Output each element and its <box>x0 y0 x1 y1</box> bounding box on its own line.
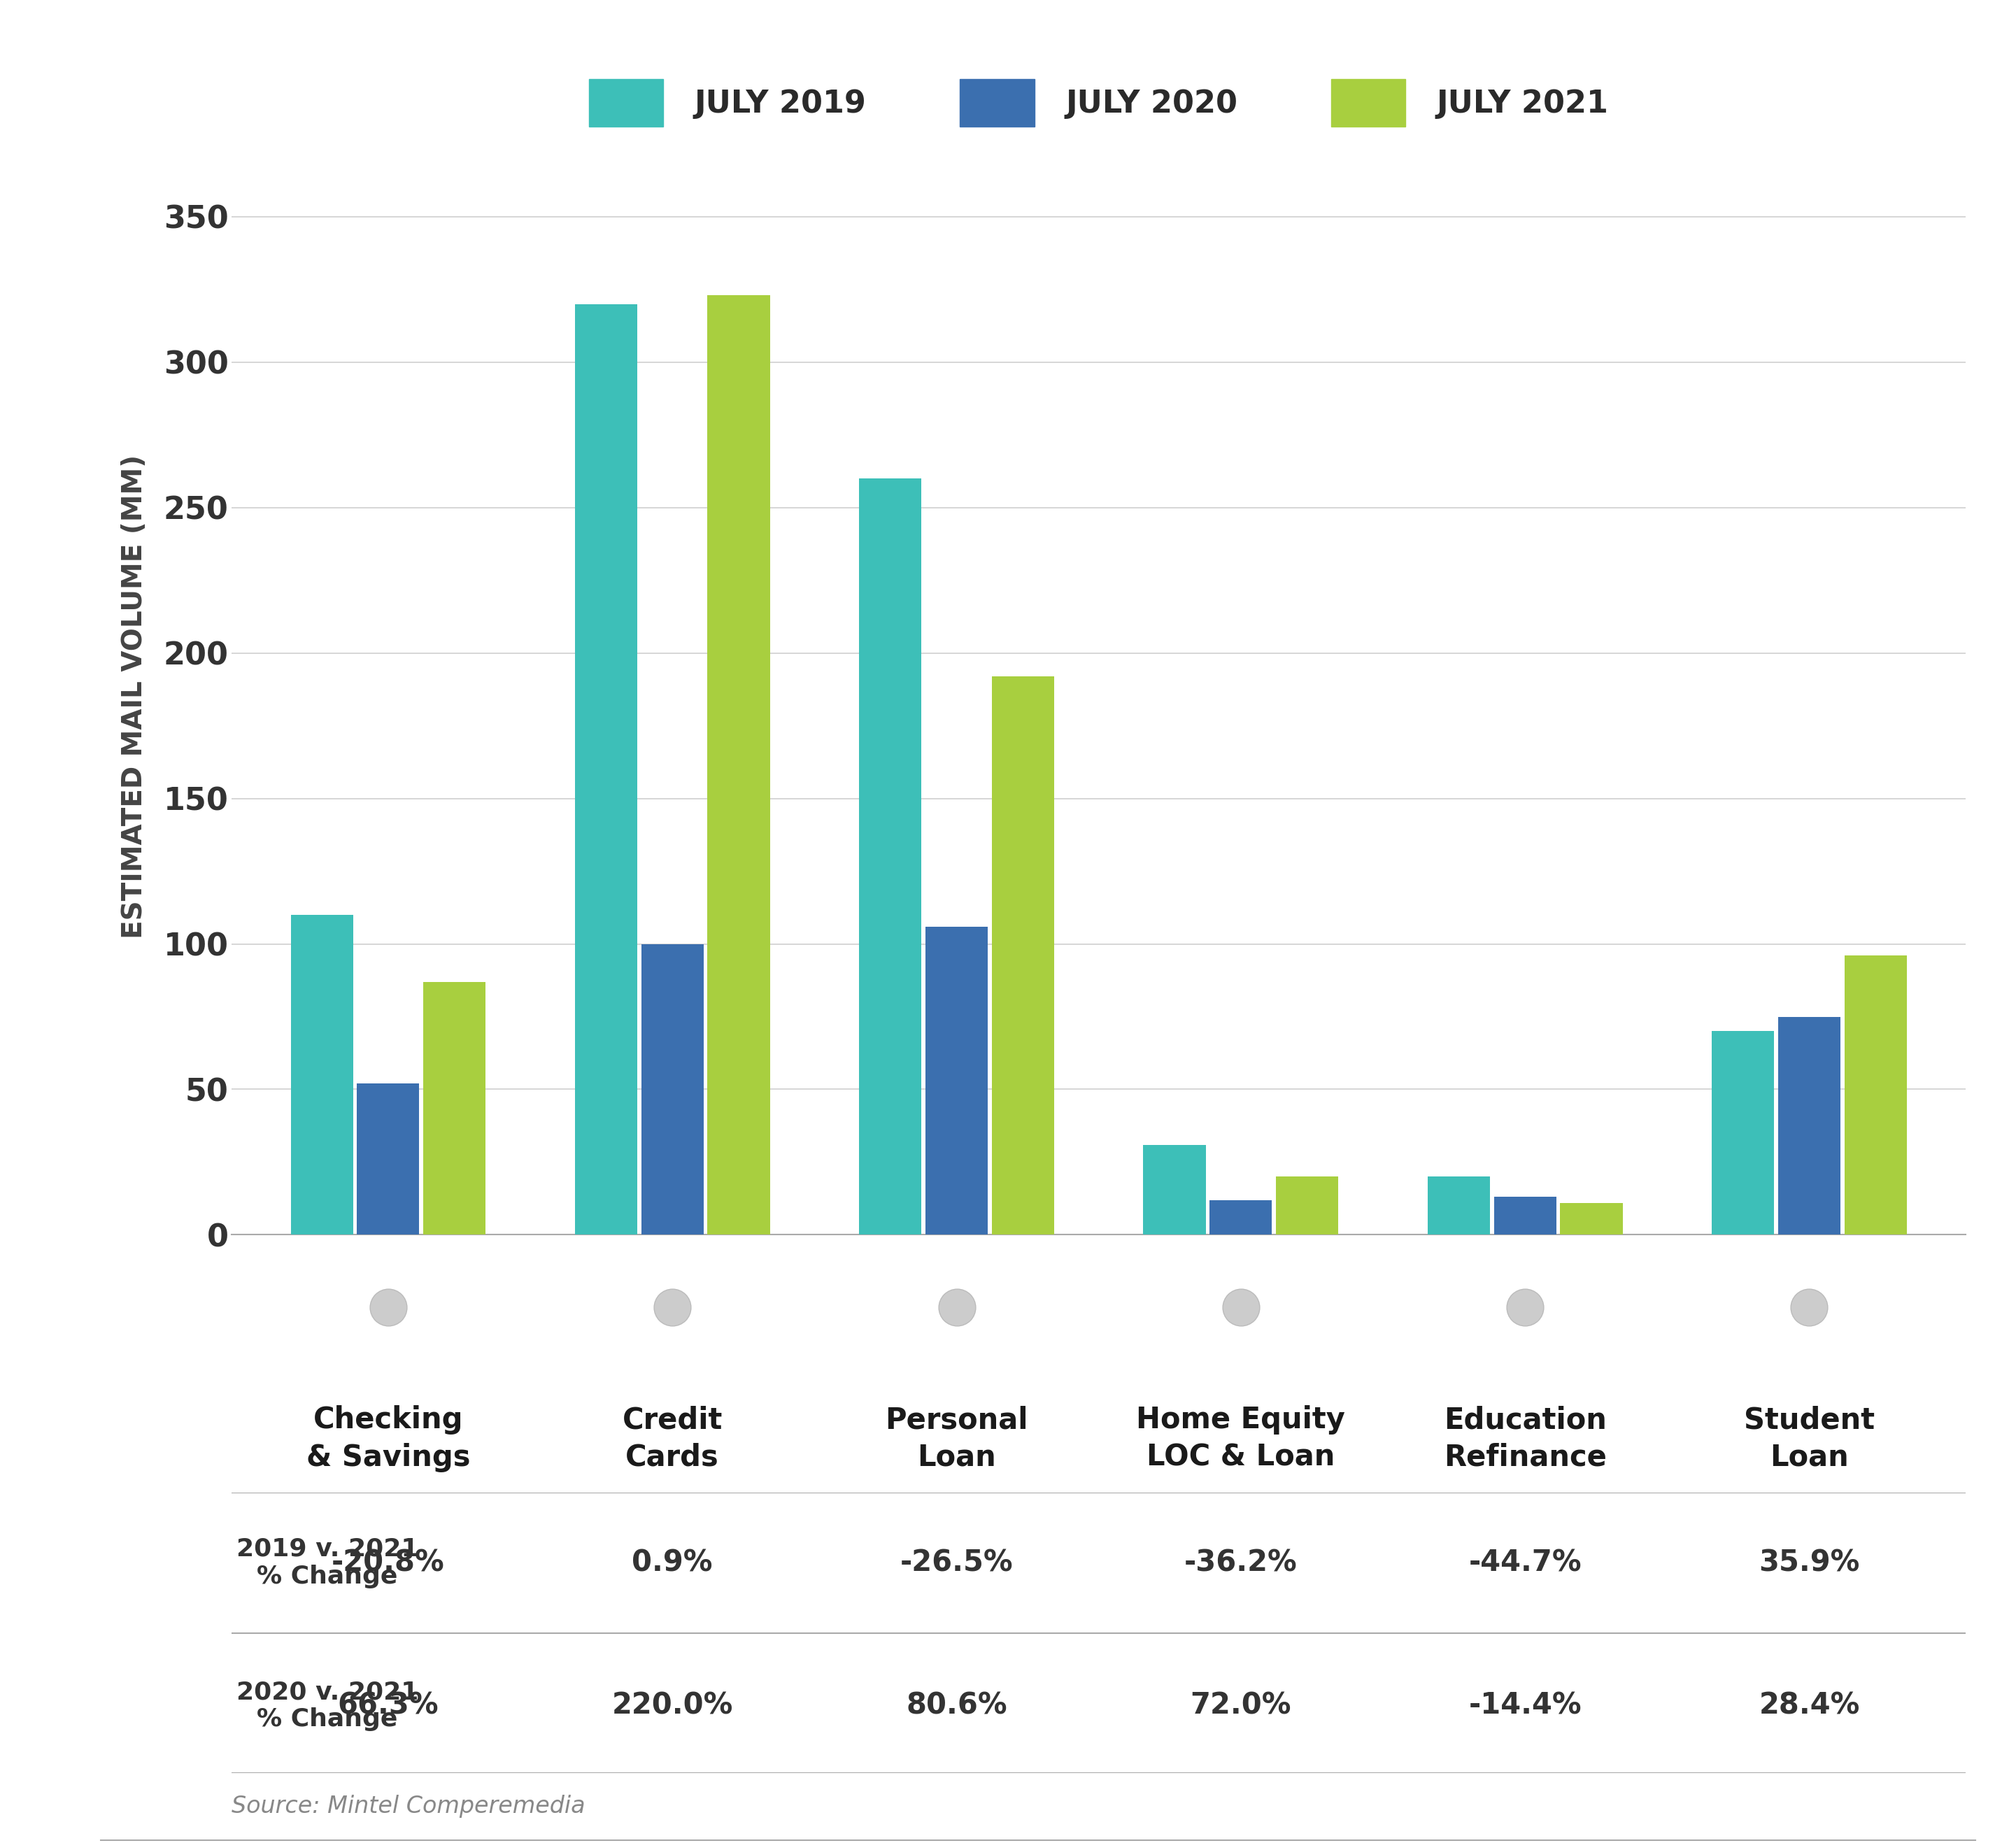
Bar <box>641 944 704 1235</box>
Bar <box>1778 1017 1841 1235</box>
Text: -44.7%: -44.7% <box>1468 1548 1583 1578</box>
Bar <box>1427 1176 1490 1235</box>
Text: 80.6%: 80.6% <box>905 1692 1008 1720</box>
Bar <box>1845 955 1907 1235</box>
Bar <box>1143 1145 1206 1235</box>
Text: Personal
Loan: Personal Loan <box>885 1406 1028 1473</box>
Text: 0.9%: 0.9% <box>631 1548 714 1578</box>
Bar <box>290 914 353 1235</box>
Text: Student
Loan: Student Loan <box>1744 1406 1875 1473</box>
Bar <box>708 295 770 1235</box>
Text: -20.8%: -20.8% <box>331 1548 446 1578</box>
Text: Education
Refinance: Education Refinance <box>1443 1406 1607 1473</box>
Text: DIRECT MAIL VOLUME: JULY 2019, 2020, 2021: DIRECT MAIL VOLUME: JULY 2019, 2020, 202… <box>44 42 1482 98</box>
Bar <box>1712 1032 1774 1235</box>
Text: 72.0%: 72.0% <box>1189 1692 1292 1720</box>
Legend: JULY 2019, JULY 2020, JULY 2021: JULY 2019, JULY 2020, JULY 2021 <box>577 66 1621 140</box>
Y-axis label: ESTIMATED MAIL VOLUME (MM): ESTIMATED MAIL VOLUME (MM) <box>121 455 147 938</box>
Bar <box>1560 1203 1623 1235</box>
Bar <box>423 982 486 1235</box>
Text: 2019 v. 2021
% Change: 2019 v. 2021 % Change <box>236 1537 419 1589</box>
Bar <box>575 304 637 1235</box>
Bar <box>925 927 988 1235</box>
Text: 28.4%: 28.4% <box>1758 1692 1861 1720</box>
Bar <box>1494 1196 1556 1235</box>
Text: 66.3%: 66.3% <box>337 1692 439 1720</box>
Text: -36.2%: -36.2% <box>1183 1548 1298 1578</box>
Text: Checking
& Savings: Checking & Savings <box>306 1406 470 1473</box>
Text: Source: Mintel Comperemedia: Source: Mintel Comperemedia <box>232 1795 585 1817</box>
Text: Credit
Cards: Credit Cards <box>623 1406 722 1473</box>
Bar <box>992 676 1054 1235</box>
Text: 2020 v. 2021
% Change: 2020 v. 2021 % Change <box>236 1681 417 1731</box>
Text: Home Equity
LOC & Loan: Home Equity LOC & Loan <box>1137 1406 1345 1473</box>
Text: 35.9%: 35.9% <box>1758 1548 1861 1578</box>
Text: -14.4%: -14.4% <box>1468 1692 1583 1720</box>
Bar <box>859 479 921 1235</box>
Bar <box>1210 1200 1272 1235</box>
Text: 220.0%: 220.0% <box>611 1692 734 1720</box>
Bar <box>1276 1176 1339 1235</box>
Bar <box>357 1084 419 1235</box>
Text: -26.5%: -26.5% <box>899 1548 1014 1578</box>
